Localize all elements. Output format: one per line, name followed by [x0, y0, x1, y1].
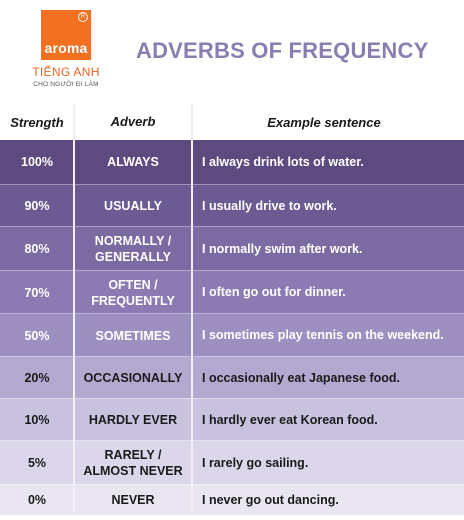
example-cell: I normally swim after work.: [202, 241, 363, 256]
adverb-line: ALMOST NEVER: [83, 464, 183, 478]
strength-cell: 5%: [27, 456, 47, 470]
adverb-cell: HARDLY EVER: [74, 399, 192, 441]
adverb-text: ALWAYS: [107, 154, 159, 170]
aroma-logo: aroma R TIẾNG ANH CHO NGƯỜI ĐI LÀM: [30, 10, 110, 88]
page-title: ADVERBS OF FREQUENCY: [136, 38, 429, 63]
table-header: Strength Adverb Example sentence: [0, 104, 464, 140]
adverb-line: ALWAYS: [107, 155, 159, 169]
table-row: 0% NEVER I never go out dancing.: [0, 484, 464, 515]
table-row: 10% HARDLY EVER I hardly ever eat Korean f…: [0, 398, 464, 441]
table-row: 100% ALWAYS I always drink lots of water.: [0, 140, 464, 184]
strength-cell: 20%: [24, 371, 50, 385]
table-row: 20% OCCASIONALLY I occasionally eat Japane…: [0, 356, 464, 399]
adverb-cell: ALWAYS: [74, 140, 192, 184]
logo-mark: aroma R: [41, 10, 91, 60]
strength-cell: 0%: [27, 493, 47, 507]
adverb-cell: OCCASIONALLY: [74, 357, 192, 399]
adverb-line: OCCASIONALLY: [83, 371, 183, 385]
adverb-text: OCCASIONALLY: [84, 370, 183, 386]
strength-cell: 70%: [24, 285, 50, 300]
example-cell: I occasionally eat Japanese food.: [202, 370, 400, 385]
adverb-cell: OFTEN / FREQUENTLY: [74, 271, 192, 314]
strength-cell: 80%: [24, 242, 50, 256]
logo-brand: aroma: [44, 40, 88, 56]
example-cell: I sometimes play tennis on the weekend.: [202, 328, 444, 342]
table-row: 80% NORMALLY / GENERALLY I normally swim af…: [0, 226, 464, 271]
adverb-line: SOMETIMES: [95, 328, 171, 343]
adverb-line: HARDLY EVER: [88, 413, 178, 427]
adverb-text: HARDLY EVER: [89, 412, 177, 428]
adverb-text: NORMALLY / GENERALLY: [95, 233, 171, 265]
adverb-text: NEVER: [111, 492, 154, 508]
adverb-line: NEVER: [111, 493, 155, 507]
header: aroma R TIẾNG ANH CHO NGƯỜI ĐI LÀM ADVER…: [0, 0, 464, 104]
table-row: 5% RARELY / ALMOST NEVER I rarely go sailin…: [0, 440, 464, 485]
adverb-text: USUALLY: [104, 198, 162, 214]
table-row: 70% OFTEN / FREQUENTLY I often go out for d…: [0, 270, 464, 314]
adverb-text: RARELY / ALMOST NEVER: [83, 447, 182, 479]
example-cell: I rarely go sailing.: [202, 455, 309, 470]
column-divider-1: [73, 104, 75, 514]
table-row: 90% USUALLY I usually drive to work.: [0, 184, 464, 227]
adverb-cell: SOMETIMES: [74, 314, 192, 357]
adverb-line: NORMALLY /: [94, 234, 172, 248]
adverb-line: FREQUENTLY: [91, 293, 175, 308]
logo-tagline-2: CHO NGƯỜI ĐI LÀM: [33, 81, 99, 88]
strength-cell: 90%: [24, 199, 50, 213]
example-cell: I usually drive to work.: [202, 198, 337, 213]
registered-icon: R: [78, 12, 88, 22]
header-strength: Strength: [10, 114, 64, 130]
adverb-text: SOMETIMES: [95, 328, 170, 344]
adverb-line: OFTEN /: [108, 277, 158, 292]
table-row: 50% SOMETIMES I sometimes play tennis on t…: [0, 313, 464, 357]
example-cell: I hardly ever eat Korean food.: [202, 412, 378, 427]
column-divider-2: [191, 104, 193, 514]
strength-cell: 100%: [21, 155, 53, 169]
logo-tagline-1: TIẾNG ANH: [32, 65, 100, 79]
strength-cell: 50%: [24, 328, 50, 343]
adverb-text: OFTEN / FREQUENTLY: [91, 277, 175, 309]
adverb-line: USUALLY: [104, 199, 162, 213]
example-cell: I always drink lots of water.: [202, 154, 364, 169]
header-example: Example sentence: [267, 114, 381, 130]
adverb-cell: USUALLY: [74, 185, 192, 227]
adverb-cell: NEVER: [74, 485, 192, 515]
example-cell: I never go out dancing.: [202, 492, 339, 507]
example-cell: I often go out for dinner.: [202, 285, 346, 299]
strength-cell: 10%: [24, 413, 50, 427]
adverb-cell: RARELY / ALMOST NEVER: [74, 441, 192, 485]
header-adverb: Adverb: [110, 114, 156, 129]
adverb-line: GENERALLY: [95, 250, 171, 264]
adverb-cell: NORMALLY / GENERALLY: [74, 227, 192, 271]
adverb-line: RARELY /: [104, 448, 162, 462]
